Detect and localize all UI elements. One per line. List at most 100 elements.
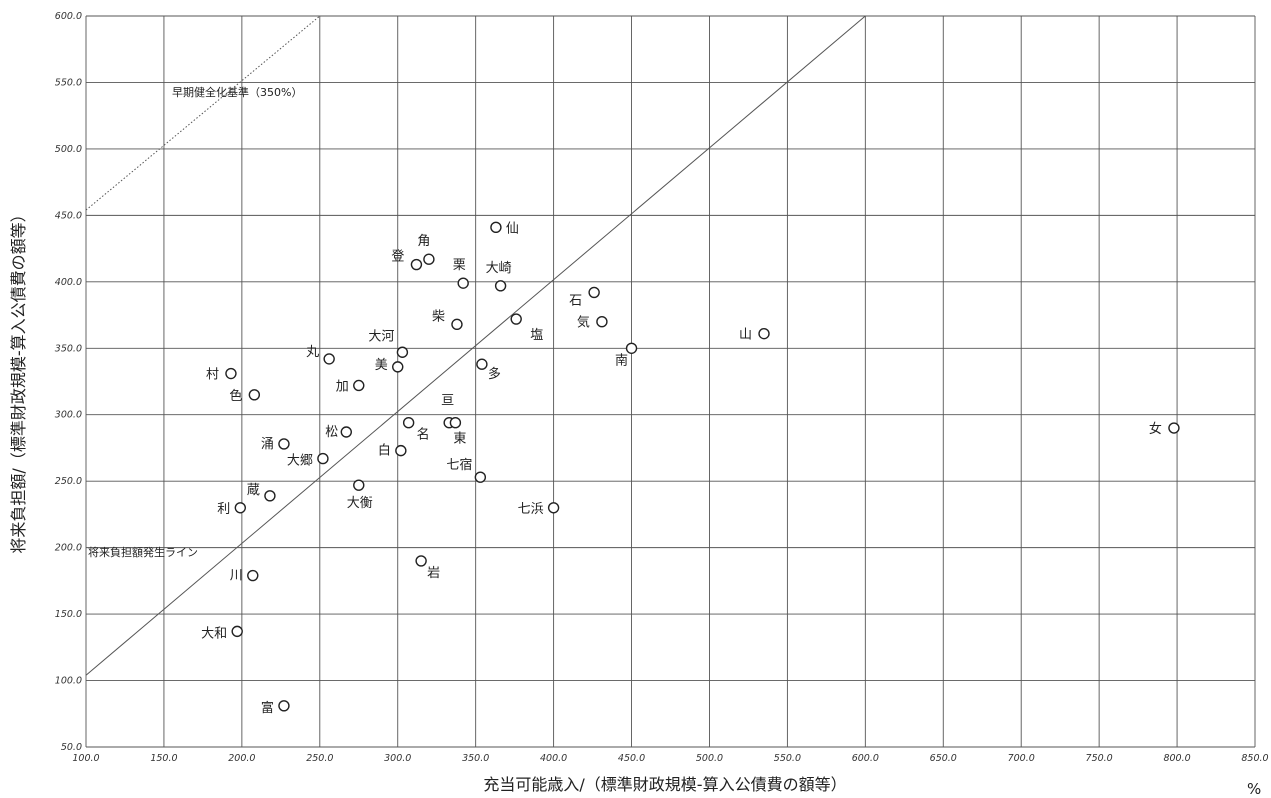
y-tick-label: 350.0 (55, 343, 82, 354)
point-marker (396, 346, 409, 358)
point-marker (248, 389, 261, 401)
point-label: 大郷 (287, 454, 313, 469)
point-marker (596, 315, 608, 328)
data-point: 角 (417, 234, 435, 265)
point-marker (1168, 422, 1180, 434)
point-marker (225, 367, 237, 380)
point-marker (625, 342, 638, 354)
point-label: 川 (230, 569, 243, 584)
data-point: 登 (391, 250, 423, 271)
y-axis-title: 将来負担額/（標準財政規模-算入公債費の額等） (9, 206, 28, 553)
y-tick-label: 250.0 (55, 476, 82, 487)
point-marker (278, 438, 290, 450)
point-label: 富 (261, 700, 274, 716)
x-tick-label: 850.0 (1241, 753, 1268, 764)
point-marker (476, 358, 488, 370)
y-tick-label: 550.0 (55, 77, 82, 88)
threshold-line-label: 将来負担額発生ライン (88, 545, 198, 559)
point-label: 角 (417, 234, 430, 249)
x-tick-label: 200.0 (228, 753, 255, 764)
point-label: 利 (217, 502, 230, 517)
x-tick-label: 300.0 (384, 753, 411, 764)
point-label: 大崎 (486, 261, 512, 276)
point-marker (317, 452, 329, 465)
point-marker (247, 569, 259, 582)
point-marker (490, 221, 502, 234)
point-label: 石 (569, 293, 582, 308)
point-label: 蔵 (247, 483, 260, 498)
grid (85, 15, 1256, 748)
point-label: 白 (378, 443, 391, 459)
point-label: 色 (229, 388, 242, 404)
point-marker (231, 625, 243, 638)
point-label: 大衡 (347, 496, 373, 511)
early-warning-line-label: 早期健全化基準（350%） (172, 85, 302, 99)
point-label: 気 (577, 315, 590, 331)
data-point: 富 (261, 700, 290, 716)
data-point: 柴 (432, 309, 463, 331)
point-label: 柴 (432, 309, 445, 324)
point-marker (410, 258, 423, 271)
x-tick-label: 550.0 (774, 753, 801, 764)
reference-lines: 将来負担額発生ライン 早期健全化基準（350%） (85, 15, 866, 676)
point-label: 七浜 (518, 502, 544, 517)
data-point: 名 (402, 417, 430, 443)
point-label: 七宿 (446, 457, 472, 473)
data-point: 蔵 (247, 483, 276, 502)
point-marker (415, 555, 427, 567)
y-tick-label: 200.0 (55, 543, 82, 554)
point-marker (474, 471, 487, 483)
x-tick-label: 600.0 (852, 753, 879, 764)
x-tick-label: 650.0 (930, 753, 957, 764)
y-tick-label: 500.0 (55, 144, 82, 155)
y-tick-label: 100.0 (55, 676, 82, 687)
data-point: 女 (1149, 421, 1180, 437)
point-marker (264, 490, 276, 502)
data-point: 色 (229, 388, 261, 404)
data-point: 大郷 (287, 452, 329, 469)
point-label: 丸 (306, 345, 319, 360)
x-tick-label: 100.0 (72, 753, 99, 764)
data-point: 栗 (453, 258, 469, 289)
x-axis-title: 充当可能歳入/（標準財政規模-算入公債費の額等） (483, 775, 846, 794)
data-point: 東 (449, 417, 466, 447)
point-label: 大和 (201, 626, 227, 641)
point-marker (494, 280, 507, 292)
data-point: 加 (336, 379, 365, 394)
point-marker (588, 286, 600, 299)
point-label: 涌 (261, 437, 274, 452)
data-point: 岩 (415, 555, 440, 581)
data-point: 白 (378, 443, 407, 459)
point-marker (402, 417, 415, 429)
y-tick-label: 400.0 (55, 277, 82, 288)
y-tick-label: 50.0 (61, 742, 82, 753)
x-tick-label: 450.0 (618, 753, 645, 764)
point-label: 大河 (368, 329, 394, 344)
point-label: 村 (206, 368, 219, 383)
data-point: 大崎 (486, 261, 512, 292)
x-tick-label: 750.0 (1086, 753, 1113, 764)
data-point: 美 (375, 358, 404, 373)
point-label: 岩 (427, 566, 440, 581)
point-label: 塩 (530, 328, 543, 343)
point-label: 亘 (441, 394, 454, 409)
point-label: 女 (1149, 421, 1162, 437)
data-point: 涌 (261, 437, 290, 452)
point-marker (547, 502, 560, 514)
x-tick-label: 500.0 (696, 753, 723, 764)
point-marker (758, 327, 770, 340)
point-label: 加 (336, 379, 349, 394)
data-point: 気 (577, 315, 608, 331)
point-label: 美 (375, 358, 388, 373)
point-marker (353, 479, 365, 491)
data-point: 石 (569, 286, 600, 308)
data-point: 村 (206, 367, 237, 383)
point-label: 栗 (453, 258, 466, 273)
data-point: 利 (217, 502, 247, 517)
data-point: 南 (615, 342, 638, 368)
point-label: 仙 (506, 221, 519, 236)
data-point: 多 (476, 358, 501, 382)
point-marker (451, 318, 463, 331)
